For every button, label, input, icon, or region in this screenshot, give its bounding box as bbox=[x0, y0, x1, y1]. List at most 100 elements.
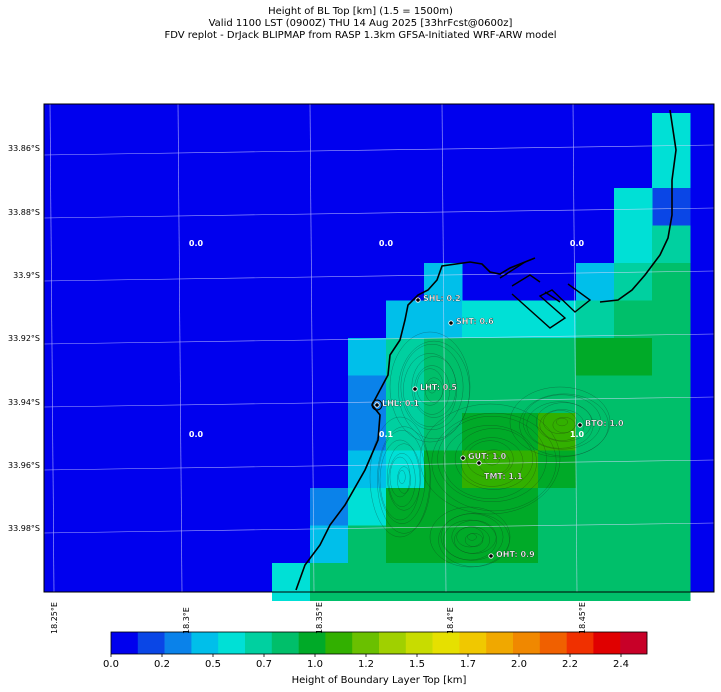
field-cell bbox=[614, 488, 653, 526]
field-cell bbox=[424, 563, 463, 601]
field-cell bbox=[500, 563, 539, 601]
colorbar-swatch bbox=[539, 632, 567, 654]
field-cell bbox=[386, 450, 425, 489]
station-label: SHL: 0.2 bbox=[423, 294, 461, 303]
field-cell bbox=[424, 413, 463, 451]
station-marker bbox=[415, 297, 421, 303]
field-cell bbox=[310, 525, 349, 564]
field-cell bbox=[500, 338, 539, 376]
field-cell bbox=[424, 488, 463, 526]
colorbar-tick-label: 2.0 bbox=[511, 659, 527, 670]
station-label: BTO: 1.0 bbox=[585, 419, 624, 428]
colorbar-frame bbox=[110, 631, 648, 655]
station-marker bbox=[374, 402, 380, 408]
field-cell bbox=[424, 450, 463, 489]
field-cell bbox=[272, 563, 311, 601]
colorbar-swatch bbox=[593, 632, 621, 654]
colorbar-swatch bbox=[620, 632, 648, 654]
field-cell bbox=[538, 375, 577, 414]
field-cell bbox=[386, 525, 425, 564]
station-label: GUT: 1.0 bbox=[468, 452, 507, 461]
station-ring bbox=[371, 399, 383, 411]
colorbar-swatch bbox=[432, 632, 460, 654]
field-cell bbox=[614, 413, 653, 451]
field-cell bbox=[614, 300, 653, 339]
field-cell bbox=[576, 263, 615, 301]
field-cell bbox=[424, 525, 463, 564]
field-cell bbox=[614, 563, 653, 601]
colorbar-tick-label: 1.0 bbox=[307, 659, 323, 670]
station-marker bbox=[412, 386, 418, 392]
lat-label: 33.92°S bbox=[8, 334, 40, 343]
colorbar-tick-label: 2.2 bbox=[562, 659, 578, 670]
colorbar-swatch bbox=[379, 632, 407, 654]
field-cell bbox=[538, 488, 577, 526]
field-cell bbox=[386, 375, 425, 414]
field-cell bbox=[652, 450, 691, 489]
field-cell bbox=[652, 563, 691, 601]
station-label: OHT: 0.9 bbox=[496, 550, 535, 559]
field-cell bbox=[576, 338, 615, 376]
field-cell bbox=[614, 525, 653, 564]
field-cell bbox=[652, 338, 691, 376]
station-marker bbox=[488, 553, 494, 559]
station-marker bbox=[476, 460, 482, 466]
grid-value-label: 0.0 bbox=[570, 239, 585, 248]
field-cell bbox=[538, 413, 577, 451]
station-label: LHT: 0.5 bbox=[420, 383, 457, 392]
grid-value-labels: 0.0 0.0 0.0 0.0 0.1 1.0 bbox=[189, 239, 585, 439]
field-cell bbox=[500, 300, 539, 339]
colorbar-tick-label: 1.7 bbox=[460, 659, 476, 670]
field-cell bbox=[386, 563, 425, 601]
field-cell bbox=[652, 413, 691, 451]
field-cell bbox=[576, 488, 615, 526]
field-cell bbox=[348, 338, 387, 376]
field-cell bbox=[652, 525, 691, 564]
colorbar-swatch bbox=[513, 632, 541, 654]
grid-value-label: 0.1 bbox=[379, 430, 394, 439]
field-cell bbox=[462, 338, 501, 376]
colorbar-swatch bbox=[137, 632, 165, 654]
grid-value-label: 0.0 bbox=[189, 430, 204, 439]
lat-label: 33.9°S bbox=[13, 271, 40, 280]
field-cell bbox=[652, 263, 691, 301]
colorbar-tick-label: 1.5 bbox=[409, 659, 425, 670]
colorbar-swatch bbox=[298, 632, 326, 654]
colorbar-swatch bbox=[245, 632, 273, 654]
lat-label: 33.96°S bbox=[8, 461, 40, 470]
field-cell bbox=[500, 375, 539, 414]
colorbar-swatch bbox=[566, 632, 594, 654]
terrain-contours bbox=[369, 331, 611, 568]
field-cell bbox=[614, 225, 653, 264]
field-cell bbox=[538, 525, 577, 564]
grid-value-label: 0.0 bbox=[189, 239, 204, 248]
lon-label: 18.3°E bbox=[182, 607, 191, 634]
colorbar-swatch bbox=[459, 632, 487, 654]
field-cell bbox=[652, 488, 691, 526]
field-cell bbox=[348, 375, 387, 414]
field-cell bbox=[538, 300, 577, 339]
field-cell bbox=[500, 525, 539, 564]
field-cell bbox=[576, 563, 615, 601]
lat-label: 33.88°S bbox=[8, 208, 40, 217]
colorbar-tick-label: 0.5 bbox=[205, 659, 221, 670]
station-marker bbox=[577, 422, 583, 428]
lat-label: 33.86°S bbox=[8, 144, 40, 153]
field-cell bbox=[614, 375, 653, 414]
field-cell bbox=[614, 263, 653, 301]
colorbar-tick-label: 0.7 bbox=[256, 659, 272, 670]
colorbar-swatch bbox=[164, 632, 192, 654]
field-cell bbox=[538, 338, 577, 376]
field-cell bbox=[348, 525, 387, 564]
colorbar-swatch bbox=[218, 632, 246, 654]
field-cell bbox=[652, 300, 691, 339]
colorbar-tick-label: 2.4 bbox=[613, 659, 629, 670]
field-cell bbox=[348, 563, 387, 601]
field-cell bbox=[348, 488, 387, 526]
colorbar-swatch bbox=[405, 632, 433, 654]
field-cell bbox=[614, 188, 653, 226]
field-cell bbox=[310, 563, 349, 601]
lon-label: 18.35°E bbox=[315, 602, 324, 634]
